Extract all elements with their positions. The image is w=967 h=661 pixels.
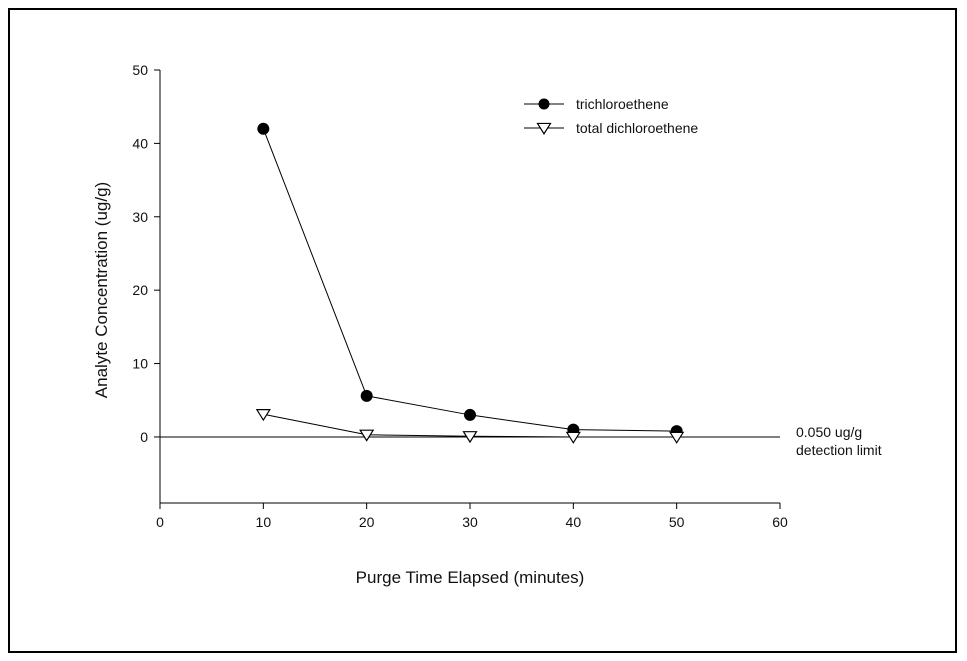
y-tick-label-20: 20 (132, 282, 148, 298)
y-tick-label-50: 50 (132, 62, 148, 78)
x-axis-label: Purge Time Elapsed (minutes) (356, 568, 585, 587)
total-dichloroethene-point (669, 431, 685, 444)
trichloroethene-point (257, 122, 270, 135)
figure-frame (8, 8, 957, 653)
x-tick-label-60: 60 (772, 514, 788, 530)
legend-label-total-dichloroethene: total dichloroethene (576, 120, 698, 136)
y-tick-label-10: 10 (132, 356, 148, 372)
legend-label-trichloroethene: trichloroethene (576, 96, 669, 112)
legend-marker-total-dichloroethene (536, 122, 552, 135)
total-dichloroethene-point (462, 431, 478, 444)
total-dichloroethene-point (359, 429, 375, 442)
total-dichloroethene-point (565, 431, 581, 444)
x-tick-label-30: 30 (462, 514, 478, 530)
trichloroethene-point (464, 408, 476, 421)
y-tick-label-0: 0 (140, 429, 148, 445)
total-dichloroethene-point (255, 409, 271, 422)
x-tick-label-10: 10 (256, 514, 272, 530)
x-tick-label-40: 40 (566, 514, 582, 530)
y-tick-label-40: 40 (132, 135, 148, 151)
x-tick-label-20: 20 (359, 514, 375, 530)
x-tick-label-50: 50 (669, 514, 685, 530)
legend-marker-trichloroethene (538, 98, 550, 110)
trichloroethene-point (360, 389, 373, 402)
y-tick-label-30: 30 (132, 209, 148, 225)
x-tick-label-0: 0 (156, 514, 164, 530)
y-axis-label: Analyte Concentration (ug/g) (92, 182, 111, 398)
detection-limit-label-line1: 0.050 ug/g (796, 424, 862, 440)
detection-limit-label-line2: detection limit (796, 442, 882, 458)
trichloroethene-line (262, 128, 677, 432)
